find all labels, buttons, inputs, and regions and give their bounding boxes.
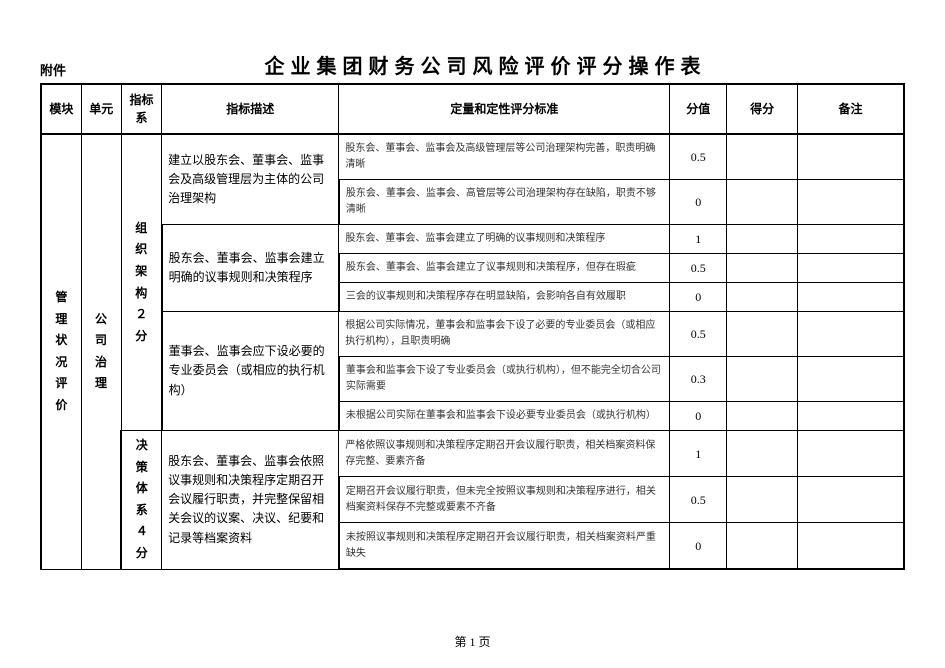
col-desc: 指标描述: [162, 84, 339, 134]
system-cell-2: 决策体系４分: [121, 431, 161, 570]
value-cell: 1: [670, 431, 727, 477]
criteria-cell: 股东会、董事会、监事会及高级管理层等公司治理架构完善，职责明确清晰: [339, 134, 670, 180]
score-cell: [727, 312, 798, 357]
score-cell: [727, 431, 798, 477]
criteria-cell: 定期召开会议履行职责，但未完全按照议事规则和决策程序进行，相关档案资料保存不完整…: [339, 477, 670, 523]
page-number: 第 1 页: [0, 633, 945, 650]
note-cell: [798, 134, 904, 180]
unit-cell: 公司治理: [81, 134, 121, 569]
value-cell: 0.3: [670, 357, 727, 402]
criteria-cell: 未根据公司实际在董事会和监事会下设必要专业委员会（或执行机构）: [339, 402, 670, 431]
score-cell: [727, 134, 798, 180]
table-row: 股东会、董事会、监事会建立明确的议事规则和决策程序 股东会、董事会、监事会建立了…: [41, 225, 904, 254]
note-cell: [798, 357, 904, 402]
value-cell: 1: [670, 225, 727, 254]
note-cell: [798, 431, 904, 477]
criteria-cell: 三会的议事规则和决策程序存在明显缺陷，会影响各自有效履职: [339, 283, 670, 312]
col-module: 模块: [41, 84, 81, 134]
note-cell: [798, 180, 904, 225]
value-cell: 0: [670, 283, 727, 312]
note-cell: [798, 254, 904, 283]
table-row: 管理状况评价 公司治理 组织架构２分 建立以股东会、董事会、监事会及高级管理层为…: [41, 134, 904, 180]
desc-cell-1: 建立以股东会、董事会、监事会及高级管理层为主体的公司治理架构: [162, 134, 339, 225]
criteria-cell: 股东会、董事会、监事会建立了明确的议事规则和决策程序: [339, 225, 670, 254]
note-cell: [798, 312, 904, 357]
score-cell: [727, 402, 798, 431]
score-cell: [727, 180, 798, 225]
system-cell-1: 组织架构２分: [121, 134, 161, 431]
score-cell: [727, 254, 798, 283]
criteria-cell: 股东会、董事会、监事会建立了议事规则和决策程序，但存在瑕疵: [339, 254, 670, 283]
value-cell: 0: [670, 523, 727, 570]
score-cell: [727, 477, 798, 523]
value-cell: 0.5: [670, 312, 727, 357]
criteria-cell: 董事会和监事会下设了专业委员会（或执行机构），但不能完全切合公司实际需要: [339, 357, 670, 402]
value-cell: 0: [670, 402, 727, 431]
table-header-row: 模块 单元 指标系 指标描述 定量和定性评分标准 分值 得分 备注: [41, 84, 904, 134]
desc-cell-2: 股东会、董事会、监事会建立明确的议事规则和决策程序: [162, 225, 339, 312]
table-row: 董事会、监事会应下设必要的专业委员会（或相应的执行机构） 根据公司实际情况，董事…: [41, 312, 904, 357]
criteria-cell: 未按照议事规则和决策程序定期召开会议履行职责，相关档案资料严重缺失: [339, 523, 670, 570]
criteria-cell: 严格依照议事规则和决策程序定期召开会议履行职责，相关档案资料保存完整、要素齐备: [339, 431, 670, 477]
col-score: 得分: [727, 84, 798, 134]
note-cell: [798, 402, 904, 431]
note-cell: [798, 477, 904, 523]
score-cell: [727, 283, 798, 312]
criteria-cell: 根据公司实际情况，董事会和监事会下设了必要的专业委员会（或相应执行机构），且职责…: [339, 312, 670, 357]
criteria-cell: 股东会、董事会、监事会、高管层等公司治理架构存在缺陷，职责不够清晰: [339, 180, 670, 225]
value-cell: 0.5: [670, 254, 727, 283]
header-row: 附件 企业集团财务公司风险评价评分操作表: [40, 50, 905, 79]
score-cell: [727, 357, 798, 402]
page-title: 企业集团财务公司风险评价评分操作表: [66, 50, 905, 79]
table-row: 决策体系４分 股东会、董事会、监事会依照议事规则和决策程序定期召开会议履行职责，…: [41, 431, 904, 477]
note-cell: [798, 283, 904, 312]
value-cell: 0.5: [670, 477, 727, 523]
module-cell: 管理状况评价: [41, 134, 81, 569]
col-value: 分值: [670, 84, 727, 134]
col-note: 备注: [798, 84, 904, 134]
value-cell: 0.5: [670, 134, 727, 180]
scoring-table: 模块 单元 指标系 指标描述 定量和定性评分标准 分值 得分 备注 管理状况评价…: [40, 83, 905, 570]
value-cell: 0: [670, 180, 727, 225]
col-system: 指标系: [121, 84, 161, 134]
score-cell: [727, 523, 798, 570]
col-unit: 单元: [81, 84, 121, 134]
desc-cell-3: 董事会、监事会应下设必要的专业委员会（或相应的执行机构）: [162, 312, 339, 431]
col-criteria: 定量和定性评分标准: [339, 84, 670, 134]
desc-cell-4: 股东会、董事会、监事会依照议事规则和决策程序定期召开会议履行职责，并完整保留相关…: [162, 431, 339, 570]
attachment-label: 附件: [40, 60, 66, 79]
note-cell: [798, 523, 904, 570]
note-cell: [798, 225, 904, 254]
score-cell: [727, 225, 798, 254]
